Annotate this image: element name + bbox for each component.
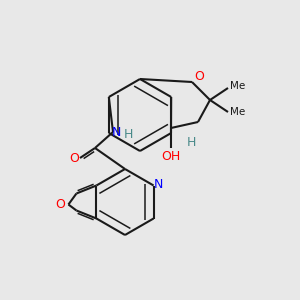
Text: H: H [186,136,196,149]
Text: N: N [111,127,121,140]
Text: O: O [69,152,79,166]
Text: Me: Me [230,107,246,117]
Text: OH: OH [161,149,181,163]
Text: N: N [154,178,163,191]
Text: H: H [123,128,133,140]
Text: O: O [56,198,65,211]
Text: Me: Me [230,81,246,91]
Text: O: O [194,70,204,83]
